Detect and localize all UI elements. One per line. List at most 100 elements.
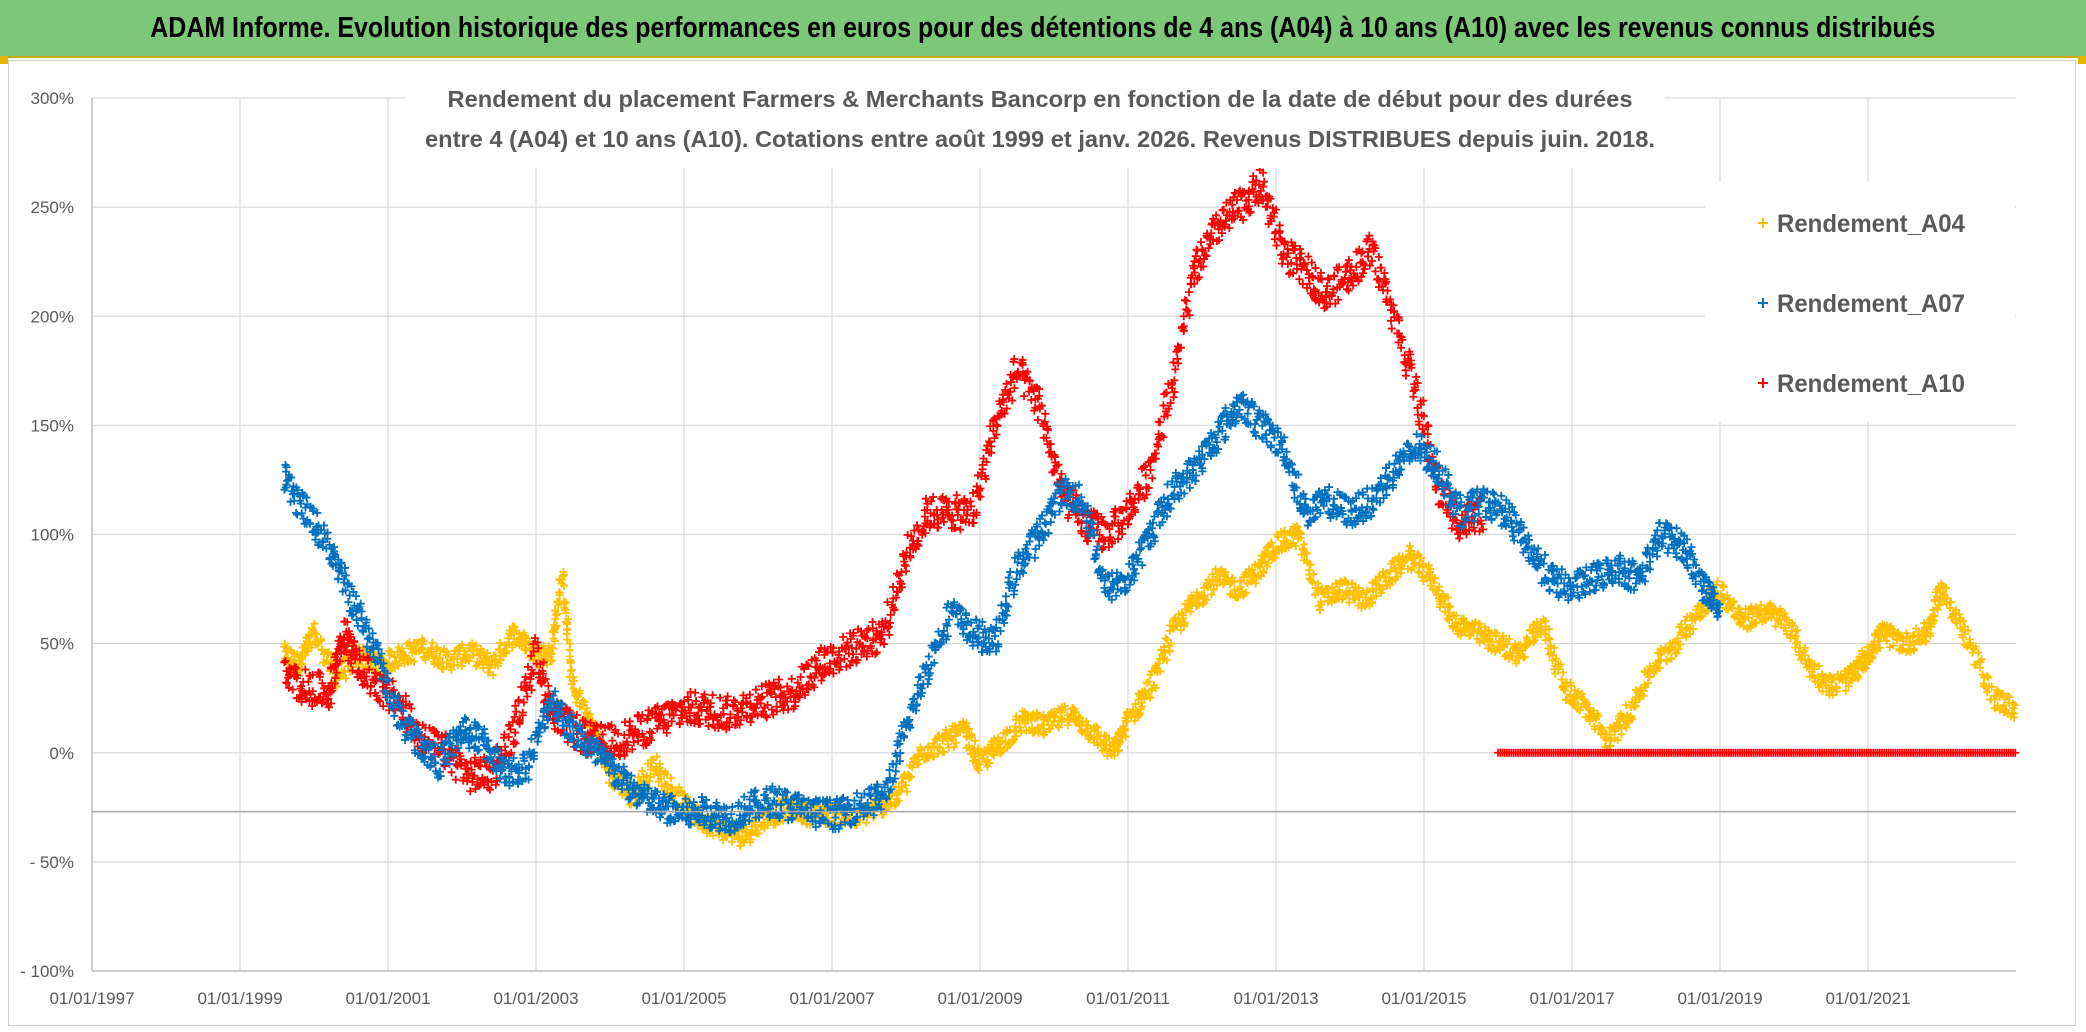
data-point	[1613, 736, 1622, 745]
data-point	[1144, 677, 1153, 686]
data-point	[1405, 541, 1414, 550]
data-point	[652, 752, 661, 761]
data-point	[662, 780, 671, 789]
data-point	[1071, 708, 1080, 717]
data-point	[1116, 738, 1125, 747]
data-point	[502, 649, 511, 658]
data-point	[1306, 560, 1315, 569]
data-point	[1345, 598, 1354, 607]
data-point	[754, 829, 763, 838]
data-point	[303, 646, 312, 655]
data-point	[691, 688, 700, 697]
data-point	[1131, 700, 1140, 709]
data-point	[1344, 286, 1353, 295]
data-point	[1507, 652, 1516, 661]
data-point	[683, 793, 692, 802]
data-point	[1225, 580, 1234, 589]
data-point	[510, 622, 519, 631]
data-point	[465, 653, 474, 662]
data-point	[550, 637, 559, 646]
data-point	[822, 808, 831, 817]
data-point	[1033, 415, 1042, 424]
data-point	[1151, 683, 1160, 692]
data-point	[971, 736, 980, 745]
data-point	[1186, 607, 1195, 616]
data-point	[1631, 701, 1640, 710]
header-title: ADAM Informe. Evolution historique des p…	[150, 11, 1936, 44]
data-point	[1300, 540, 1309, 549]
data-point	[398, 644, 407, 653]
data-point	[1822, 673, 1831, 682]
data-point	[1887, 622, 1896, 631]
data-point	[1182, 296, 1191, 305]
data-point	[1550, 643, 1559, 652]
data-point	[547, 657, 556, 666]
data-point	[307, 643, 316, 652]
data-point	[1844, 682, 1853, 691]
data-point	[1335, 586, 1344, 595]
data-point	[974, 766, 983, 775]
data-point	[1875, 636, 1884, 645]
data-point	[1179, 614, 1188, 623]
data-point	[488, 671, 497, 680]
data-point	[451, 775, 460, 784]
data-point	[1744, 613, 1753, 622]
data-point	[1841, 686, 1850, 695]
data-point	[580, 698, 589, 707]
data-point	[1011, 727, 1020, 736]
data-point	[654, 777, 663, 786]
data-point	[558, 572, 567, 581]
data-point	[566, 652, 575, 661]
data-point	[570, 676, 579, 685]
data-point	[1357, 603, 1366, 612]
data-point	[905, 761, 914, 770]
data-point	[1792, 639, 1801, 648]
data-point	[956, 525, 965, 534]
data-point	[293, 510, 302, 519]
data-point	[1051, 712, 1060, 721]
data-point	[469, 651, 478, 660]
data-point	[1556, 660, 1565, 669]
data-point	[1622, 723, 1631, 732]
data-point	[1274, 532, 1283, 541]
data-point	[1221, 568, 1230, 577]
data-point	[1667, 654, 1676, 663]
data-point	[1194, 601, 1203, 610]
data-point	[608, 736, 617, 745]
data-point	[1002, 379, 1011, 388]
data-point	[1134, 490, 1143, 499]
data-point	[1196, 238, 1205, 247]
data-point	[1195, 273, 1204, 282]
data-point	[787, 674, 796, 683]
chart-frame	[8, 60, 2076, 1026]
data-point	[1259, 567, 1268, 576]
data-point	[310, 619, 319, 628]
data-point	[1302, 549, 1311, 558]
data-point	[1832, 687, 1841, 696]
data-point	[967, 733, 976, 742]
data-point	[1731, 610, 1740, 619]
data-point	[1775, 615, 1784, 624]
data-point	[544, 681, 553, 690]
data-point	[1146, 693, 1155, 702]
data-point	[435, 653, 444, 662]
data-point	[1789, 621, 1798, 630]
data-point	[1476, 627, 1485, 636]
data-point	[1228, 573, 1237, 582]
data-point	[1137, 698, 1146, 707]
data-point	[1267, 538, 1276, 547]
data-point	[317, 636, 326, 645]
data-point	[1161, 634, 1170, 643]
data-point	[1354, 584, 1363, 593]
data-point	[1122, 717, 1131, 726]
data-point	[1752, 619, 1761, 628]
data-point	[310, 628, 319, 637]
data-point	[1055, 723, 1063, 732]
data-point	[318, 645, 327, 654]
data-point	[561, 605, 570, 614]
data-point	[1135, 709, 1144, 718]
data-point	[1552, 654, 1561, 663]
data-point	[522, 646, 531, 655]
data-point	[727, 837, 736, 846]
